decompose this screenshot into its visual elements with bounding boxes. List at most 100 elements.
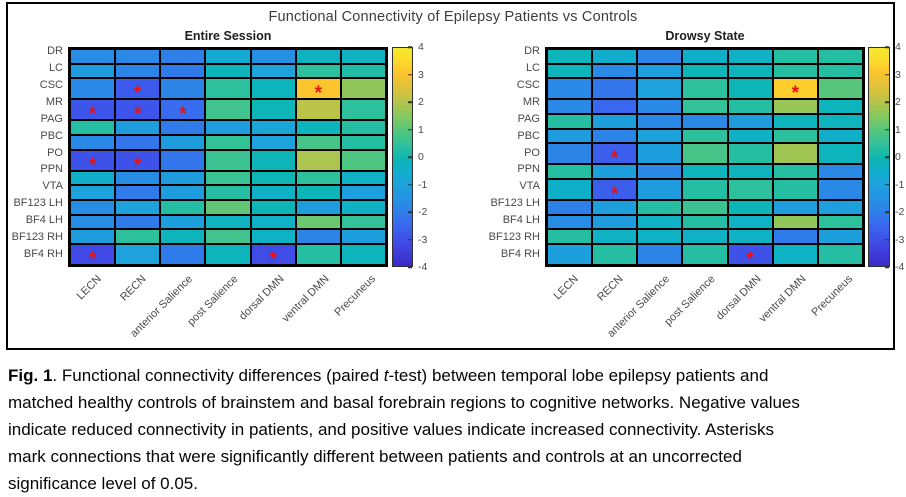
heatmap-cell bbox=[773, 230, 817, 243]
colorbar-tick-mark bbox=[408, 183, 412, 186]
heatmap-cell bbox=[296, 201, 340, 214]
heatmap-cell bbox=[116, 50, 160, 63]
heatmap-cell bbox=[71, 121, 115, 134]
heatmap-cell bbox=[593, 165, 637, 178]
heatmap-cell bbox=[638, 215, 682, 229]
colorbar-tick-label: 3 bbox=[418, 68, 424, 81]
heatmap-cell bbox=[548, 215, 592, 229]
heatmap-cell bbox=[683, 180, 727, 199]
heatmap-cell bbox=[206, 50, 250, 63]
heatmap-cell bbox=[116, 121, 160, 134]
heatmap-cell bbox=[593, 201, 637, 214]
heatmap-cell bbox=[683, 100, 727, 113]
heatmap-cell bbox=[593, 230, 637, 243]
heatmap-cell bbox=[638, 144, 682, 164]
heatmap-cell bbox=[341, 100, 385, 120]
heatmap-cell bbox=[638, 50, 682, 63]
heatmap-cell bbox=[296, 50, 340, 63]
caption-line: matched healthy controls of brainstem an… bbox=[8, 393, 800, 412]
colorbar-tick-label: -1 bbox=[418, 178, 428, 191]
heatmap-cell bbox=[161, 64, 205, 78]
heatmap-cell bbox=[116, 171, 160, 185]
heatmap-cell bbox=[296, 64, 340, 78]
significance-asterisk-icon: * bbox=[611, 183, 619, 205]
significance-asterisk-icon: * bbox=[134, 154, 142, 176]
colorbar-entire-session bbox=[392, 47, 413, 267]
heatmap-cell bbox=[296, 245, 340, 264]
heatmap-cell bbox=[683, 165, 727, 178]
row-label: BF123 RH bbox=[488, 231, 540, 244]
heatmap-cell bbox=[728, 180, 772, 199]
significance-asterisk-icon: * bbox=[314, 83, 322, 105]
row-label: BF123 RH bbox=[11, 231, 63, 244]
heatmap-cell bbox=[818, 129, 862, 143]
row-label: BF123 LH bbox=[490, 197, 540, 210]
row-label: VTA bbox=[42, 180, 63, 193]
heatmap-cell bbox=[341, 245, 385, 264]
heatmap-cell bbox=[206, 186, 250, 199]
heatmap-cell bbox=[296, 215, 340, 229]
heatmap-cell bbox=[728, 165, 772, 178]
heatmap-cell bbox=[341, 121, 385, 134]
colorbar-tick-label: 0 bbox=[895, 151, 901, 163]
heatmap-cell bbox=[548, 129, 592, 143]
heatmap-cell bbox=[593, 50, 637, 63]
heatmap-cell bbox=[638, 165, 682, 178]
heatmap-cell bbox=[206, 230, 250, 243]
heatmap-cell bbox=[593, 245, 637, 264]
figure-title: Functional Connectivity of Epilepsy Pati… bbox=[268, 9, 638, 25]
significance-asterisk-icon: * bbox=[746, 248, 754, 270]
heatmap-cell bbox=[341, 150, 385, 170]
heatmap-cell bbox=[206, 150, 250, 170]
heatmap-cell bbox=[206, 171, 250, 185]
heatmap-cell bbox=[116, 245, 160, 264]
heatmap-cell bbox=[683, 245, 727, 264]
colorbar-tick-label: 4 bbox=[418, 41, 424, 53]
heatmap-cell bbox=[548, 115, 592, 128]
row-label: PBC bbox=[40, 129, 63, 142]
significance-asterisk-icon: * bbox=[611, 148, 619, 170]
heatmap-cell bbox=[296, 100, 340, 120]
heatmap-cell bbox=[728, 129, 772, 143]
colorbar-tick-label: 0 bbox=[418, 151, 424, 163]
heatmap-cell bbox=[161, 136, 205, 149]
heatmap-cell bbox=[251, 230, 295, 243]
heatmap-cell bbox=[251, 215, 295, 229]
colorbar-tick-mark bbox=[408, 101, 412, 103]
heatmap-cell: * bbox=[71, 100, 115, 124]
colorbar-tick-label: -4 bbox=[418, 261, 428, 273]
row-label: CSC bbox=[39, 78, 63, 91]
heatmap-cell bbox=[116, 230, 160, 243]
colorbar-tick-mark bbox=[885, 238, 889, 241]
heatmap-cell bbox=[638, 201, 682, 214]
caption-line: significance level of 0.05. bbox=[8, 474, 198, 493]
heatmap-cell bbox=[206, 136, 250, 149]
row-label: BF4 RH bbox=[23, 248, 63, 261]
heatmap-cell bbox=[548, 79, 592, 99]
heatmap-cell bbox=[251, 64, 295, 78]
heatmap-cell: * bbox=[116, 79, 160, 103]
heatmap-cell bbox=[683, 215, 727, 229]
heatmap-cell bbox=[593, 64, 637, 78]
heatmap-cell bbox=[116, 64, 160, 78]
heatmap-cell bbox=[638, 115, 682, 128]
heatmap-cell bbox=[728, 64, 772, 78]
heatmap-cell bbox=[818, 180, 862, 199]
heatmap-cell: * bbox=[71, 245, 115, 269]
colorbar-tick-mark bbox=[885, 73, 889, 76]
row-label: LC bbox=[48, 61, 63, 74]
colorbar-tick-label: 4 bbox=[895, 41, 901, 53]
heatmap-cell bbox=[71, 186, 115, 199]
row-label: MR bbox=[522, 95, 540, 108]
heatmap-cell bbox=[296, 150, 340, 170]
colorbar-tick-label: -2 bbox=[895, 206, 905, 218]
heatmap-cell bbox=[683, 64, 727, 78]
heatmap-cell: * bbox=[296, 79, 340, 103]
heatmap-cell bbox=[773, 50, 817, 63]
row-label: DR bbox=[47, 45, 63, 57]
heatmap-cell: * bbox=[161, 100, 205, 124]
heatmap-cell bbox=[593, 100, 637, 113]
heatmap-cell: * bbox=[728, 245, 772, 269]
heatmap-cell bbox=[548, 144, 592, 164]
heatmap-cell bbox=[818, 201, 862, 214]
